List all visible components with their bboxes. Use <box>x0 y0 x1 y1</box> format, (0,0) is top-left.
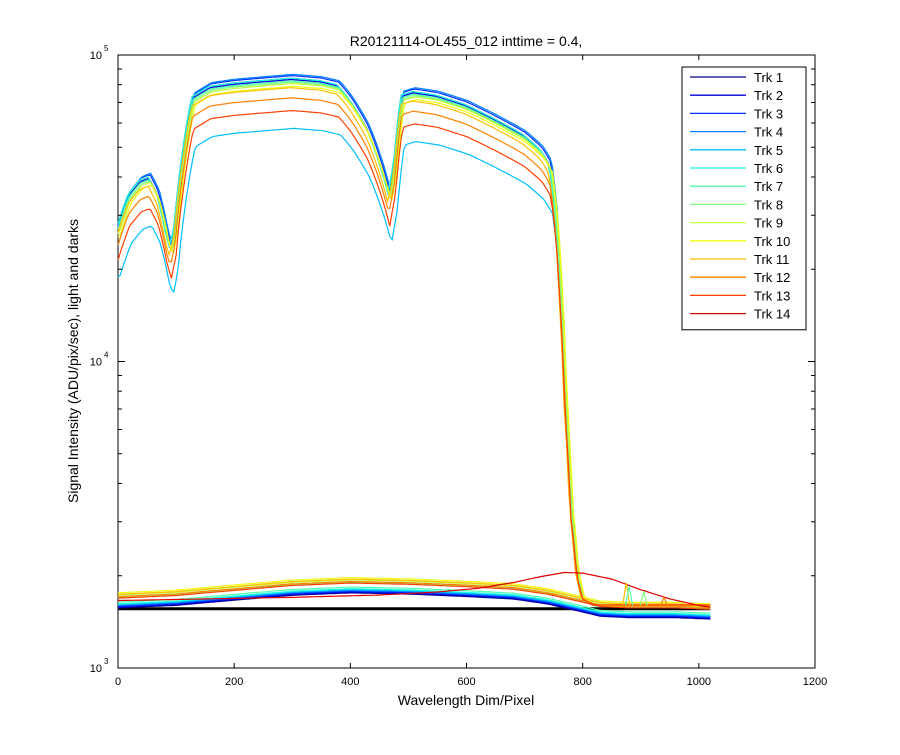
legend-label: Trk 4 <box>754 125 783 140</box>
legend-label: Trk 1 <box>754 70 783 85</box>
y-tick-label: 10 <box>90 357 102 369</box>
x-tick-label: 600 <box>457 676 475 688</box>
y-tick-exponent: 4 <box>104 351 109 360</box>
legend-label: Trk 14 <box>754 307 790 322</box>
dark-curve <box>117 577 711 605</box>
legend-label: Trk 10 <box>754 234 790 249</box>
light-curve <box>117 109 711 606</box>
dark-curve <box>117 592 711 620</box>
legend-label: Trk 13 <box>754 288 790 303</box>
x-tick-label: 1000 <box>687 676 711 688</box>
legend-label: Trk 5 <box>754 143 783 158</box>
y-tick-exponent: 5 <box>104 44 109 53</box>
y-tick-label: 10 <box>90 663 102 675</box>
dark-curve <box>117 578 711 606</box>
x-tick-label: 0 <box>115 676 121 688</box>
legend-label: Trk 8 <box>754 197 783 212</box>
spike-3 <box>659 595 669 606</box>
dark-curve <box>118 571 711 608</box>
y-tick-label: 10 <box>90 50 102 62</box>
dark-curve <box>117 586 711 614</box>
legend-box <box>681 66 807 331</box>
legend-label: Trk 3 <box>754 106 783 121</box>
legend-label: Trk 11 <box>754 252 789 267</box>
series-trk-14 <box>118 571 711 608</box>
y-axis-label: Signal Intensity (ADU/pix/sec), light an… <box>65 219 81 503</box>
dark-curve <box>117 579 711 607</box>
legend: Trk 1 Trk 2 Trk 3 Trk 4 Trk 5 Trk 6 Trk 7 Trk 8… <box>681 66 807 331</box>
x-tick-label: 1200 <box>803 676 827 688</box>
legend-label: Trk 7 <box>754 179 783 194</box>
series-layer <box>117 73 711 620</box>
x-tick-label: 200 <box>225 676 243 688</box>
legend-label: Trk 9 <box>754 216 783 231</box>
x-axis-label: Wavelength Dim/Pixel <box>398 692 534 708</box>
chart-title: R20121114-OL455_012 inttime = 0.4, <box>350 33 583 49</box>
spike-2 <box>639 591 648 606</box>
x-tick-label: 400 <box>341 676 359 688</box>
y-tick-exponent: 3 <box>104 657 109 666</box>
legend-label: Trk 6 <box>754 161 783 176</box>
dark-curve <box>117 588 711 616</box>
spike-1 <box>625 585 634 606</box>
legend-label: Trk 2 <box>754 88 783 103</box>
x-tick-label: 800 <box>573 676 591 688</box>
dark-curve <box>117 582 711 610</box>
legend-label: Trk 12 <box>754 270 790 285</box>
series-trk-13 <box>117 109 711 610</box>
spike-0 <box>622 582 631 606</box>
